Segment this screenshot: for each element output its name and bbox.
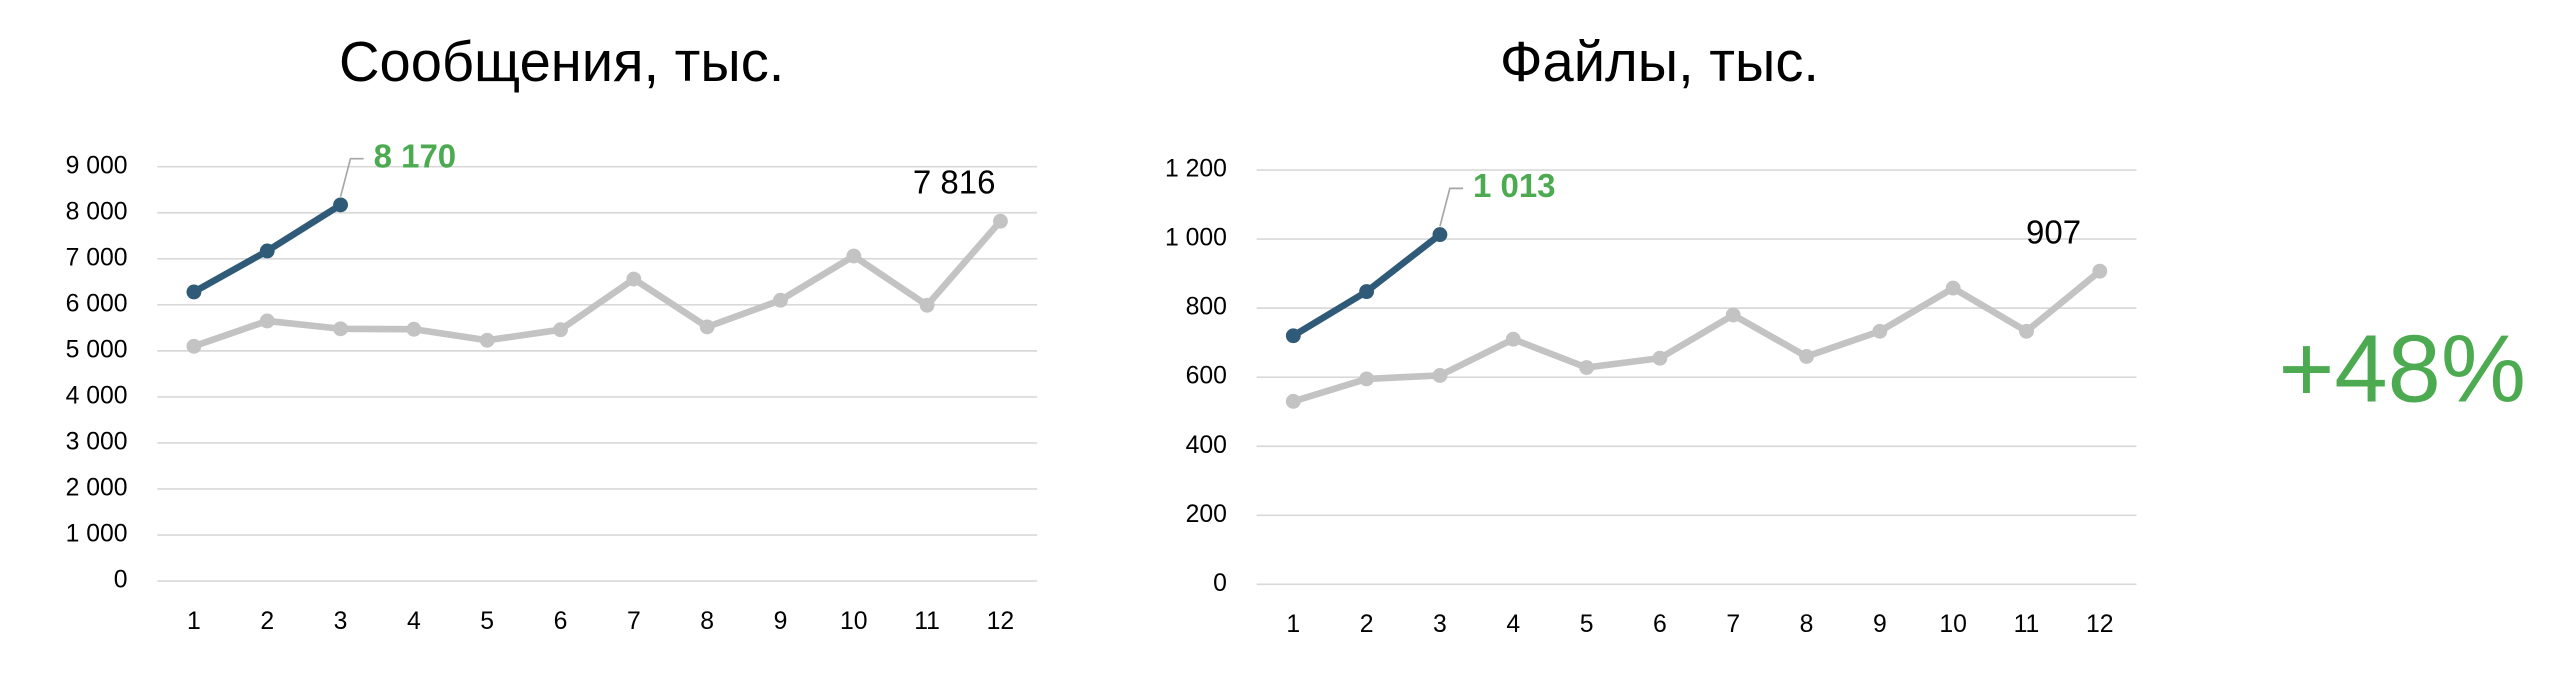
y-tick-label: 0: [1213, 570, 1227, 597]
leader-line: [1439, 187, 1464, 227]
data-point: [1285, 328, 1301, 344]
x-tick-label: 9: [1873, 611, 1887, 638]
x-tick-label: 4: [1506, 611, 1520, 638]
data-point: [1285, 393, 1301, 409]
data-point: [479, 332, 495, 348]
data-point: [1505, 331, 1521, 347]
x-tick-label: 6: [554, 608, 568, 635]
x-tick-label: 3: [1433, 611, 1447, 638]
y-tick-label: 8 000: [66, 198, 128, 225]
data-point: [406, 321, 422, 337]
x-tick-label: 12: [987, 608, 1015, 635]
x-tick-label: 2: [260, 608, 274, 635]
data-point: [1579, 360, 1595, 375]
x-tick-label: 3: [334, 608, 348, 635]
data-point: [699, 319, 715, 335]
x-tick-label: 7: [1726, 611, 1740, 638]
y-tick-label: 1 200: [1165, 156, 1227, 183]
y-tick-label: 200: [1186, 501, 1227, 528]
y-tick-label: 9 000: [66, 152, 128, 179]
y-tick-label: 1 000: [1165, 225, 1227, 252]
x-tick-label: 4: [407, 608, 421, 635]
chart-title: Файлы, тыс.: [1500, 30, 1819, 93]
data-point: [333, 321, 348, 337]
y-tick-label: 3 000: [66, 428, 128, 455]
x-tick-label: 8: [1800, 611, 1814, 638]
data-point: [1359, 371, 1375, 387]
x-tick-label: 7: [627, 608, 641, 635]
x-tick-label: 11: [914, 608, 940, 635]
y-tick-label: 2 000: [66, 475, 128, 502]
data-point: [1872, 323, 1888, 339]
x-tick-label: 5: [480, 608, 494, 635]
data-point: [1432, 368, 1448, 383]
data-point: [773, 292, 788, 308]
y-tick-label: 600: [1186, 363, 1227, 390]
y-tick-label: 800: [1186, 294, 1227, 321]
series-line: [1292, 268, 2102, 405]
x-tick-label: 11: [2014, 611, 2040, 638]
y-tick-label: 7 000: [66, 244, 128, 271]
data-label: 1 013: [1473, 167, 1556, 204]
x-tick-label: 9: [774, 608, 788, 635]
x-tick-label: 8: [700, 608, 714, 635]
data-point: [993, 213, 1008, 229]
leader-line: [339, 157, 364, 197]
x-tick-label: 5: [1580, 611, 1594, 638]
x-tick-label: 10: [840, 608, 868, 635]
data-point: [186, 284, 202, 300]
data-label: 7 816: [913, 164, 996, 201]
summary-value: +48%: [2278, 316, 2526, 423]
data-point: [1359, 284, 1375, 299]
x-tick-label: 1: [187, 608, 201, 635]
data-point: [846, 248, 862, 264]
data-point: [186, 338, 202, 354]
x-tick-label: 12: [2086, 611, 2114, 638]
data-point: [919, 297, 935, 313]
data-point: [2092, 263, 2108, 279]
data-point: [1799, 349, 1814, 364]
series-line: [192, 219, 1003, 350]
y-tick-label: 0: [114, 567, 128, 594]
y-tick-label: 6 000: [66, 290, 128, 317]
data-point: [259, 313, 275, 329]
x-tick-label: 6: [1653, 611, 1667, 638]
data-point: [553, 322, 568, 338]
data-point: [1725, 307, 1741, 323]
y-tick-label: 400: [1186, 432, 1227, 459]
data-label: 907: [2026, 214, 2081, 251]
chart-title: Сообщения, тыс.: [339, 30, 784, 93]
y-tick-label: 1 000: [66, 521, 128, 548]
data-point: [1652, 350, 1668, 366]
data-point: [2019, 323, 2034, 339]
y-tick-label: 5 000: [66, 336, 128, 363]
x-tick-label: 10: [1939, 611, 1967, 638]
data-point: [626, 271, 642, 287]
data-point: [259, 243, 275, 259]
y-tick-label: 4 000: [66, 382, 128, 409]
data-point: [1432, 227, 1448, 243]
data-label: 8 170: [374, 137, 457, 174]
x-tick-label: 2: [1360, 611, 1374, 638]
data-point: [333, 197, 348, 213]
data-point: [1945, 280, 1961, 296]
x-tick-label: 1: [1286, 611, 1300, 638]
